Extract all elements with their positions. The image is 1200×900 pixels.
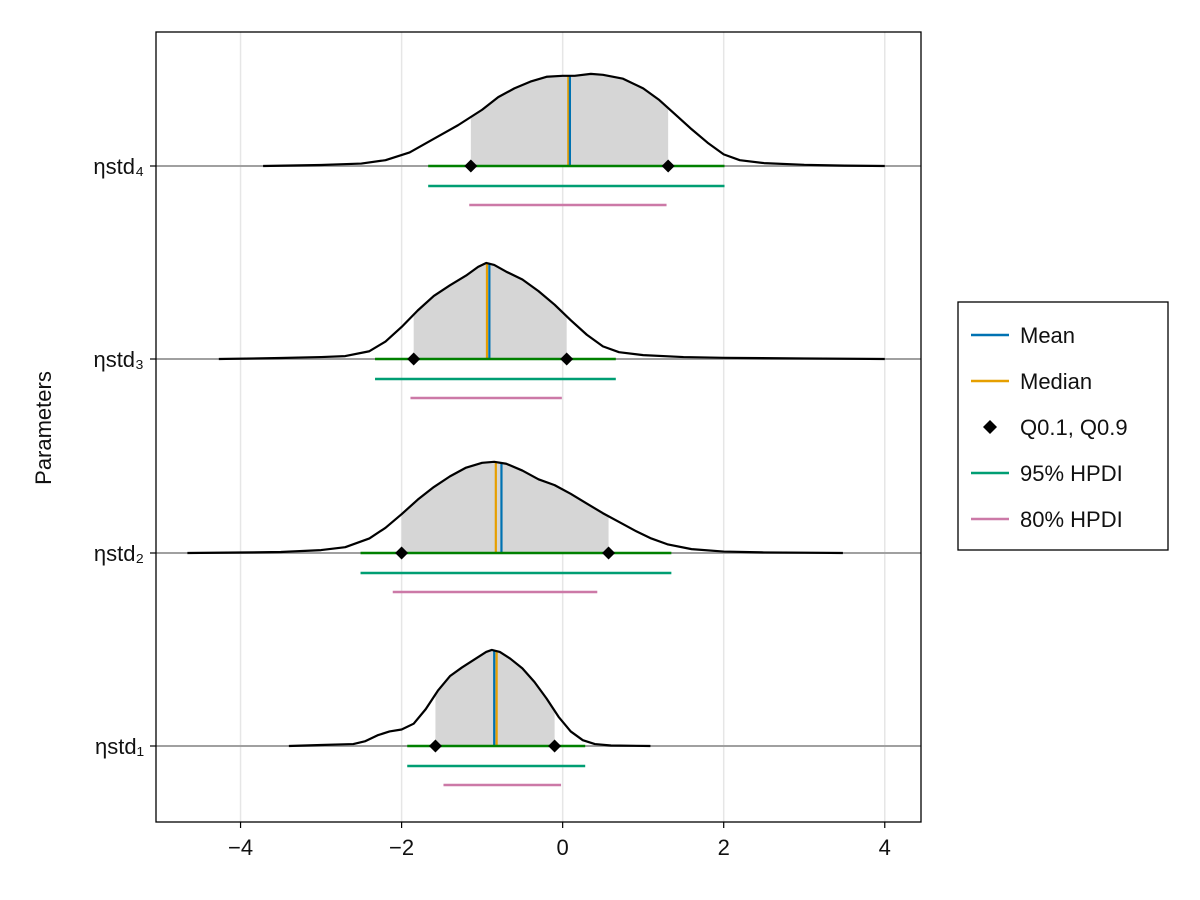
x-axis: −4 −2 0 2 4 — [228, 822, 891, 860]
y-axis: ηstd₄ ηstd₃ ηstd₂ ηstd₁ — [93, 154, 156, 759]
quantile-marker — [407, 352, 421, 366]
density-curve — [288, 648, 651, 748]
y-tick-label: ηstd₃ — [93, 347, 144, 372]
ridge-2 — [156, 261, 921, 400]
quantile-marker — [428, 739, 442, 753]
legend: Mean Median Q0.1, Q0.9 95% HPDI 80% HPDI — [957, 301, 1169, 551]
x-tick-label: 0 — [557, 835, 569, 860]
legend-item: Q0.1, Q0.9 — [983, 415, 1128, 440]
y-axis-label: Parameters — [31, 371, 56, 485]
y-tick-label: ηstd₂ — [94, 541, 144, 566]
legend-label: 80% HPDI — [1020, 507, 1123, 532]
density-curve — [218, 261, 885, 361]
legend-label: Q0.1, Q0.9 — [1020, 415, 1128, 440]
plot-frame — [155, 31, 922, 823]
legend-label: Median — [1020, 369, 1092, 394]
x-tick-label: −4 — [228, 835, 253, 860]
quantile-marker — [602, 546, 616, 560]
quantile-marker — [548, 739, 562, 753]
legend-label: 95% HPDI — [1020, 461, 1123, 486]
x-tick-label: 4 — [879, 835, 891, 860]
x-tick-label: −2 — [389, 835, 414, 860]
ridge-1 — [156, 72, 921, 207]
legend-swatch — [983, 420, 997, 434]
density-shaded-area — [401, 461, 609, 553]
legend-item: Median — [971, 369, 1092, 394]
legend-label: Mean — [1020, 323, 1075, 348]
ridge-4 — [156, 648, 921, 787]
x-tick-label: 2 — [718, 835, 730, 860]
y-tick-label: ηstd₄ — [93, 154, 144, 179]
density-curve — [187, 460, 843, 555]
quantile-marker — [560, 352, 574, 366]
quantile-marker — [464, 159, 478, 173]
ridge-3 — [156, 460, 921, 594]
legend-item: 95% HPDI — [971, 461, 1123, 486]
ridge-plots — [156, 72, 921, 787]
legend-item: Mean — [971, 323, 1075, 348]
y-tick-label: ηstd₁ — [95, 734, 144, 759]
density-curve — [263, 72, 885, 168]
quantile-marker — [661, 159, 675, 173]
legend-item: 80% HPDI — [971, 507, 1123, 532]
quantile-marker — [395, 546, 409, 560]
